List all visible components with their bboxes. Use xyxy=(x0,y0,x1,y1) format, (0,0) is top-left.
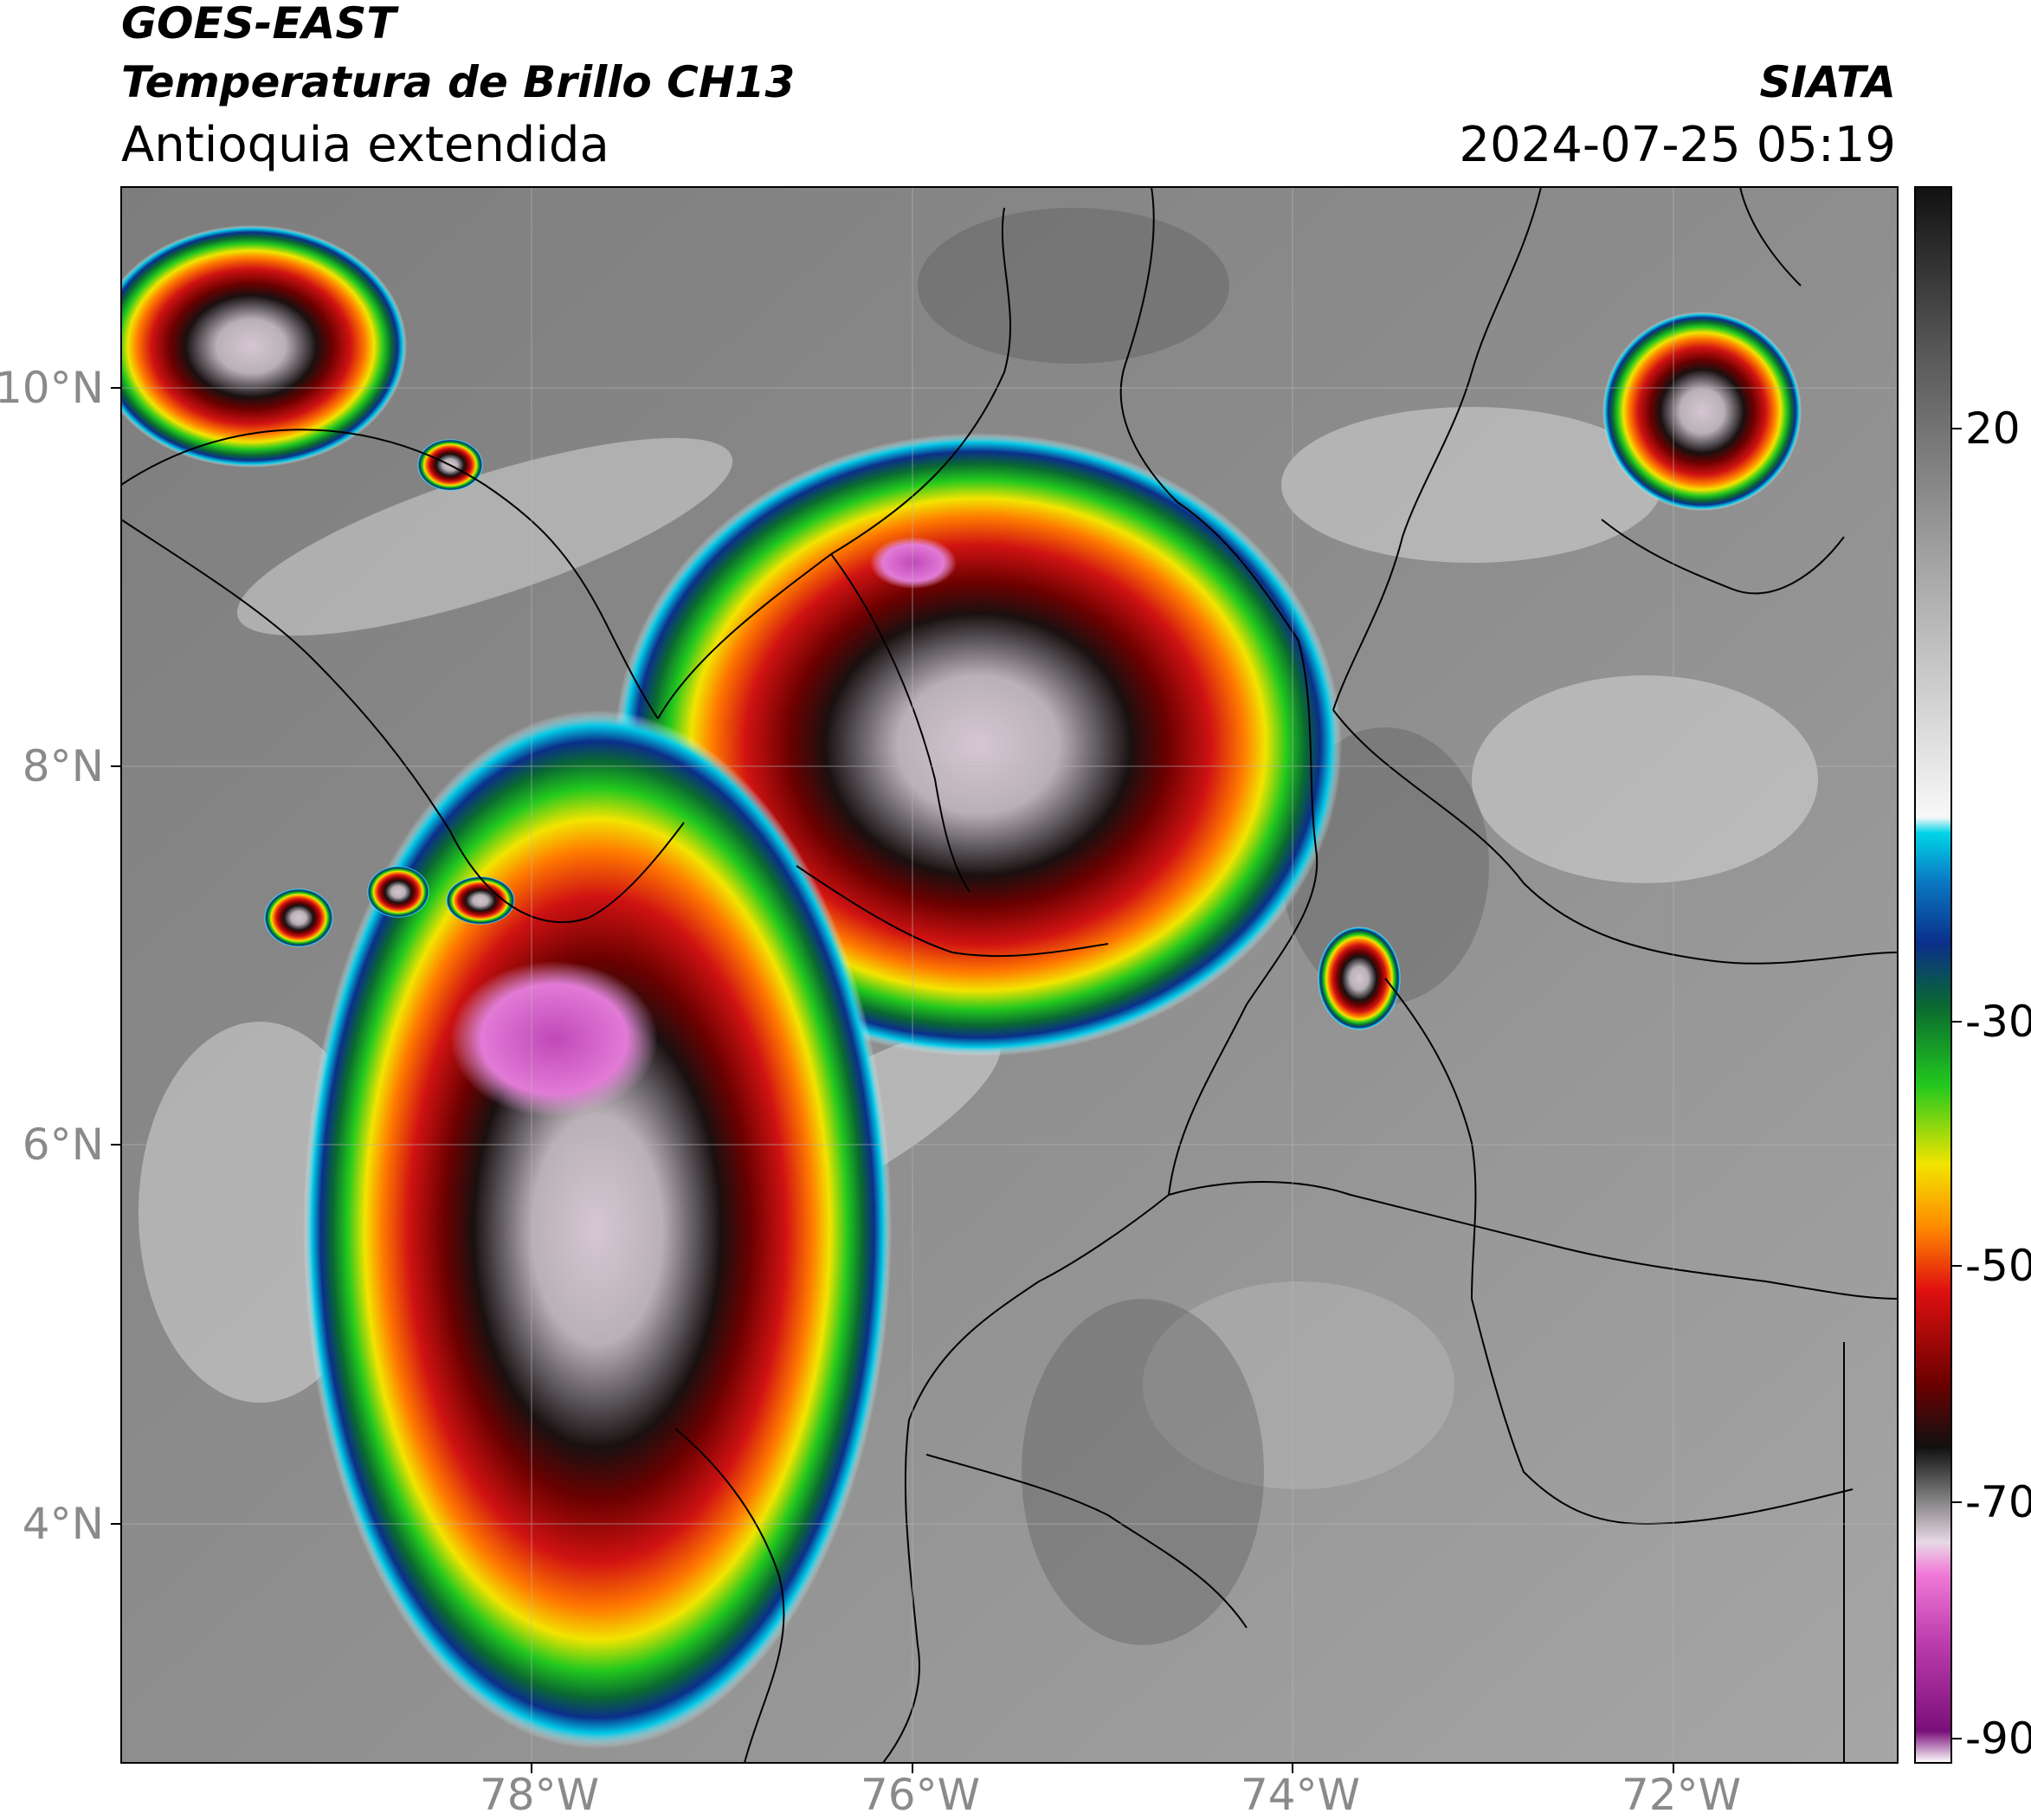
satellite-title: GOES-EAST xyxy=(121,0,397,48)
axis-ticks xyxy=(111,387,1674,1773)
colorbar-tick-minus30: -30 xyxy=(1965,997,2031,1047)
lon-label-78w: 78°W xyxy=(480,1770,600,1820)
storm-cell-caribbean xyxy=(121,225,407,468)
agency-label: SIATA xyxy=(1759,57,1896,107)
lat-label-4n: 4°N xyxy=(22,1499,104,1549)
lat-label-10n: 10°N xyxy=(0,363,104,413)
small-cell-1 xyxy=(264,888,333,947)
colorbar-tick-minus90: -90 xyxy=(1965,1714,2031,1764)
cold-core-north xyxy=(870,537,957,589)
colorbar-scale xyxy=(1915,187,1951,1763)
storm-cell-pacific xyxy=(303,710,892,1749)
lat-label-8n: 8°N xyxy=(22,741,104,791)
colorbar-ticks xyxy=(1951,428,1962,1739)
small-cell-2 xyxy=(367,866,429,918)
lat-label-6n: 6°N xyxy=(22,1120,104,1170)
small-cell-5 xyxy=(1318,926,1401,1030)
colorbar-tick-minus70: -70 xyxy=(1965,1477,2031,1527)
datetime-label: 2024-07-25 05:19 xyxy=(1459,117,1896,173)
colorbar-tick-minus50: -50 xyxy=(1965,1241,2031,1291)
graticule xyxy=(121,187,1898,1763)
product-title: Temperatura de Brillo CH13 xyxy=(121,57,796,107)
political-boundaries xyxy=(121,187,1898,1763)
cold-core-pacific xyxy=(450,961,658,1117)
colorbar-tick-20: 20 xyxy=(1965,403,2021,454)
convective-cells xyxy=(121,225,1802,1749)
lon-label-74w: 74°W xyxy=(1241,1770,1361,1820)
small-cell-3 xyxy=(446,876,515,925)
map-frame xyxy=(120,186,1899,1764)
colorbar-frame xyxy=(1914,186,1952,1764)
map-panel xyxy=(121,187,1898,1763)
region-subtitle: Antioquia extendida xyxy=(121,117,609,173)
lon-label-72w: 72°W xyxy=(1622,1770,1742,1820)
lon-label-76w: 76°W xyxy=(861,1770,981,1820)
storm-cell-venezuela xyxy=(1602,312,1802,511)
